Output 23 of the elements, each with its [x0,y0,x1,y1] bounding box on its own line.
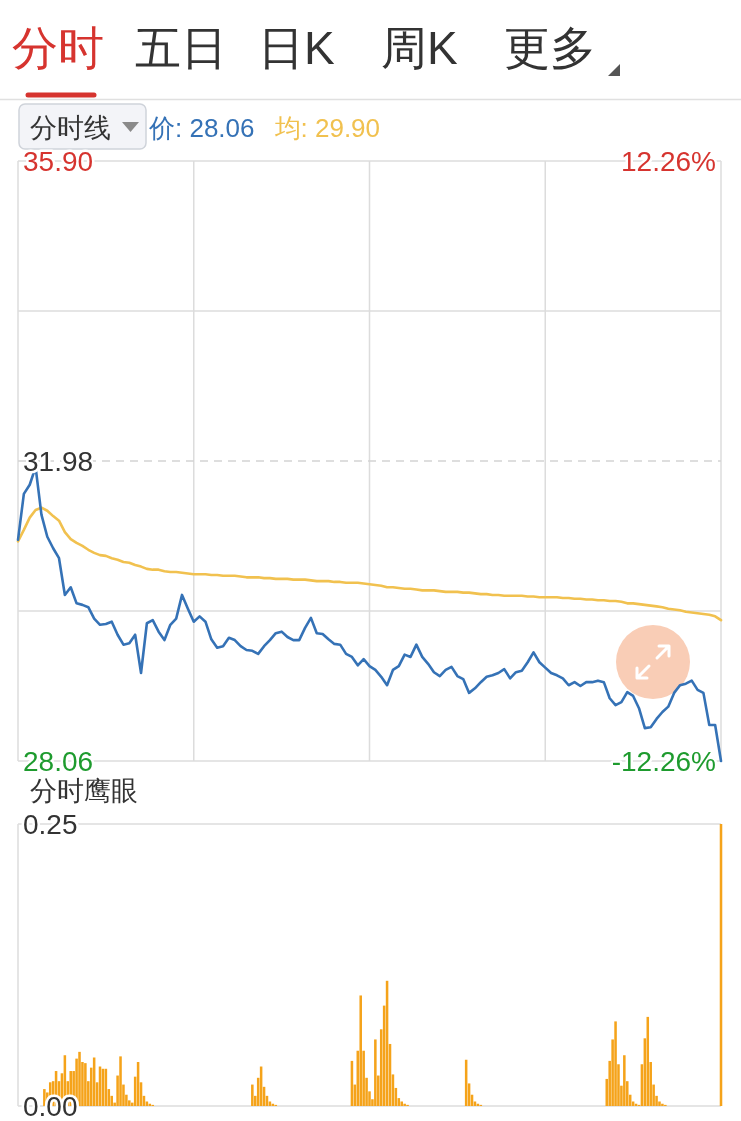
bar [251,1084,254,1106]
text: 分时 [12,22,104,74]
bar [78,1051,81,1106]
text: 更多 [504,22,596,74]
bar [84,1063,87,1106]
y2-tick-label: -12.26% [611,745,716,777]
bar [614,1021,617,1106]
y-tick-label: 28.06 [23,745,94,777]
text: 周K [381,22,458,74]
bar [119,1056,122,1106]
y-tick-label: 31.98 [23,445,94,477]
legend: 价: 28.06 均: 29.90 [149,113,381,143]
y2-tick-label: 12.26% [621,145,716,177]
text: 五日 [135,22,227,74]
bar [623,1055,626,1106]
chart-title: 分时线 [30,113,111,143]
line-series [16,506,723,622]
chart-title: 分时鹰眼 [30,776,138,806]
bar [359,995,362,1106]
y-tick-label: 35.90 [23,145,94,177]
text: 日K [258,22,335,74]
y-tick-label: 0.25 [23,808,78,840]
bar [374,1039,377,1106]
